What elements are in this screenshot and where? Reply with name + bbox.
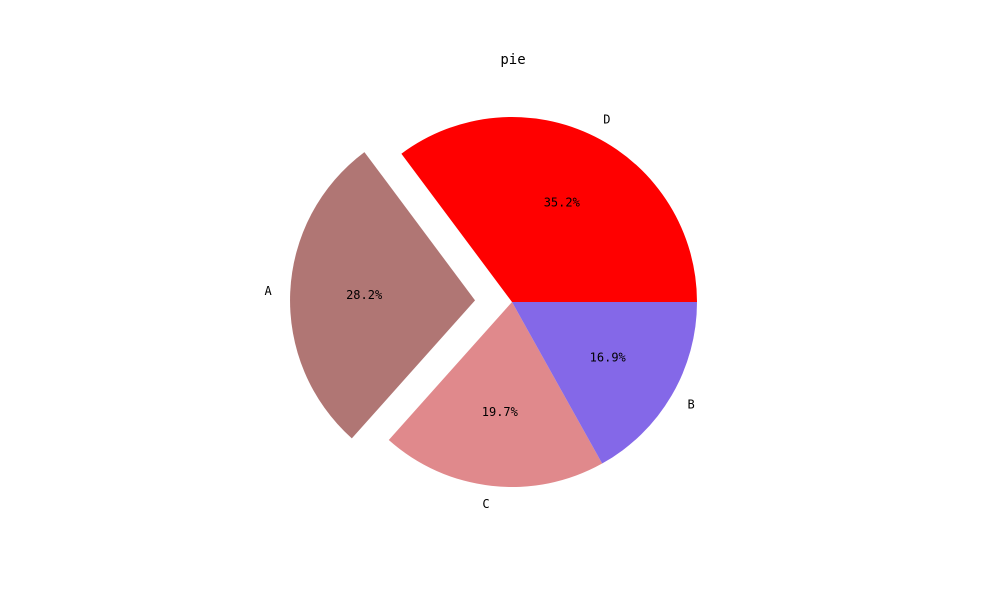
pie-slice-c: [388, 302, 603, 488]
slice-percent-a: 28.2%: [346, 288, 383, 302]
pie-slice-d: [401, 117, 697, 303]
chart-title: pie: [500, 52, 525, 68]
slice-label-d: D: [603, 113, 610, 127]
slice-percent-b: 16.9%: [590, 351, 627, 365]
pie-slice-a: [290, 152, 476, 439]
slice-percent-c: 19.7%: [482, 405, 519, 419]
slice-label-c: C: [482, 497, 489, 511]
pie-slice-b: [512, 302, 697, 464]
slice-label-b: B: [687, 398, 694, 412]
slice-percent-d: 35.2%: [544, 195, 581, 209]
slice-label-a: A: [264, 284, 272, 298]
